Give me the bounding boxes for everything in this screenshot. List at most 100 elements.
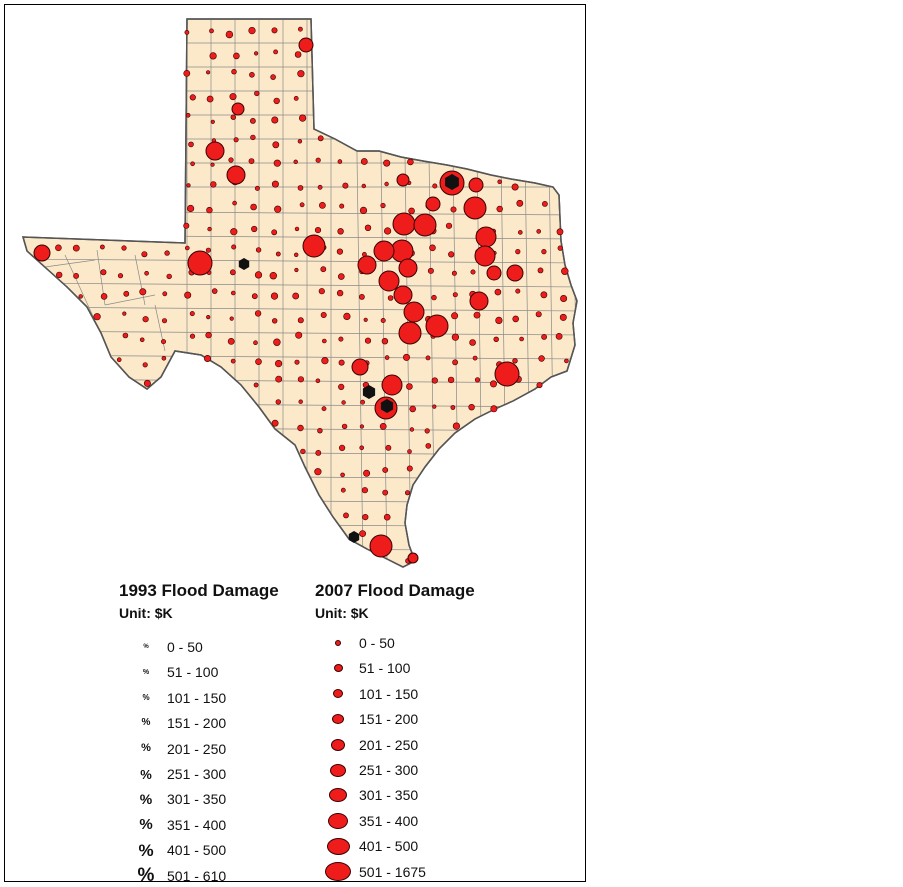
- county-damage-symbol: [227, 337, 235, 345]
- county-damage-symbol: [210, 119, 215, 124]
- legend-2007-symbol-icon: [323, 763, 353, 777]
- county-damage-symbol: [540, 291, 548, 299]
- county-damage-symbol: [100, 269, 107, 276]
- county-damage-symbol: [294, 267, 299, 273]
- county-damage-symbol: [250, 134, 256, 141]
- county-damage-symbol: [293, 159, 298, 165]
- county-damage-symbol-large: [506, 264, 524, 282]
- county-damage-symbol-large: [226, 165, 246, 185]
- county-damage-symbol: [452, 422, 461, 430]
- county-damage-symbol-large: [381, 374, 403, 396]
- county-border: [23, 546, 577, 552]
- legend-2007-class-label: 501 - 1675: [359, 863, 426, 880]
- county-damage-symbol: [183, 70, 191, 77]
- county-damage-symbol: [294, 252, 299, 258]
- county-damage-symbol: [318, 201, 326, 209]
- county-damage-symbol: [541, 249, 547, 255]
- county-damage-symbol: [209, 28, 214, 34]
- legend-1993-row: % 201 - 250: [131, 739, 226, 759]
- legend-2007-class-label: 51 - 100: [359, 660, 411, 677]
- county-damage-symbol: [230, 228, 238, 236]
- county-damage-symbol: [189, 311, 195, 317]
- county-damage-symbol: [364, 337, 372, 344]
- county-damage-symbol-large: [392, 212, 416, 236]
- county-damage-symbol: [363, 469, 371, 477]
- county-damage-symbol: [271, 180, 279, 188]
- county-damage-symbol: [427, 267, 434, 274]
- county-damage-symbol-1993: [445, 174, 459, 190]
- legend-1993-symbol-icon: %: [142, 668, 150, 676]
- county-damage-symbol: [383, 513, 391, 521]
- county-damage-symbol: [359, 445, 365, 451]
- county-damage-symbol: [338, 383, 345, 391]
- county-damage-symbol-1993: [380, 399, 394, 413]
- county-damage-symbol: [161, 355, 167, 361]
- county-damage-symbol: [166, 273, 172, 280]
- county-damage-symbol-large: [33, 244, 51, 262]
- county-damage-symbol: [253, 382, 259, 388]
- county-damage-symbol: [122, 332, 129, 339]
- county-damage-symbol: [164, 250, 170, 256]
- legend-2007-class-label: 401 - 500: [359, 838, 419, 855]
- county-damage-symbol: [209, 52, 217, 60]
- county-damage-symbol: [384, 355, 390, 360]
- county-damage-symbol: [380, 202, 386, 209]
- county-damage-symbol: [468, 404, 475, 411]
- legend-1993-class-label: 401 - 500: [167, 842, 227, 859]
- county-damage-symbol: [340, 487, 346, 493]
- county-damage-symbol: [490, 405, 498, 413]
- county-damage-symbol: [297, 26, 303, 32]
- county-damage-symbol: [123, 290, 130, 297]
- county-damage-symbol-large: [486, 265, 502, 281]
- county-damage-symbol: [297, 185, 304, 191]
- legend-1993-title: 1993 Flood Damage: [119, 581, 279, 600]
- county-damage-symbol: [273, 159, 281, 167]
- county-damage-symbol-large: [398, 258, 418, 278]
- county-damage-symbols-2007-large: [33, 37, 524, 564]
- county-damage-symbol: [337, 228, 344, 235]
- legend-2007-dot: [326, 837, 350, 855]
- county-damage-symbol: [271, 27, 278, 34]
- legend-2007-symbol-icon: [323, 812, 353, 829]
- county-damage-symbol: [271, 419, 279, 427]
- county-damage-symbol: [254, 51, 259, 56]
- legend-1993-symbol-icon: %: [139, 791, 153, 808]
- county-damage-symbol: [255, 247, 262, 253]
- county-damage-symbol: [519, 336, 524, 342]
- county-damage-symbol: [407, 158, 414, 166]
- legend-1993-row: % 251 - 300: [131, 764, 226, 784]
- county-damage-symbol: [314, 468, 322, 476]
- county-damage-symbol: [294, 226, 300, 232]
- legend-2007-symbol-icon: [323, 862, 353, 882]
- county-damage-symbol: [189, 333, 196, 339]
- county-damage-symbol: [228, 157, 234, 163]
- county-damage-symbol: [380, 317, 386, 323]
- county-damage-symbol: [406, 383, 413, 390]
- legend-1993-class-label: 151 - 200: [167, 715, 227, 732]
- county-damage-symbol: [142, 362, 148, 368]
- county-damage-symbol: [190, 161, 195, 167]
- county-damage-symbol: [536, 229, 542, 234]
- county-damage-symbol: [406, 465, 413, 472]
- county-damage-symbol: [338, 336, 344, 342]
- county-damage-symbol: [230, 358, 236, 364]
- legend-1993-unit: Unit: $K: [119, 605, 173, 621]
- county-damage-symbol: [556, 228, 564, 236]
- county-damage-symbol: [205, 247, 211, 253]
- county-damage-symbol: [409, 427, 415, 432]
- county-damage-symbol: [341, 423, 348, 430]
- legend-2007-class-label: 351 - 400: [359, 812, 419, 829]
- county-border: [23, 330, 577, 336]
- county-damage-symbol: [560, 294, 568, 302]
- county-damage-symbol: [321, 338, 327, 344]
- county-damage-symbol: [272, 141, 280, 149]
- county-damage-symbol: [425, 355, 431, 361]
- county-damage-symbol: [339, 444, 346, 452]
- county-damage-symbol: [361, 487, 369, 494]
- county-damage-symbol: [142, 316, 149, 323]
- county-damage-symbol: [314, 227, 322, 234]
- county-damage-symbol: [385, 444, 392, 451]
- county-damage-symbol: [359, 530, 366, 537]
- county-damage-symbol: [270, 74, 276, 80]
- county-damage-symbol: [557, 245, 563, 251]
